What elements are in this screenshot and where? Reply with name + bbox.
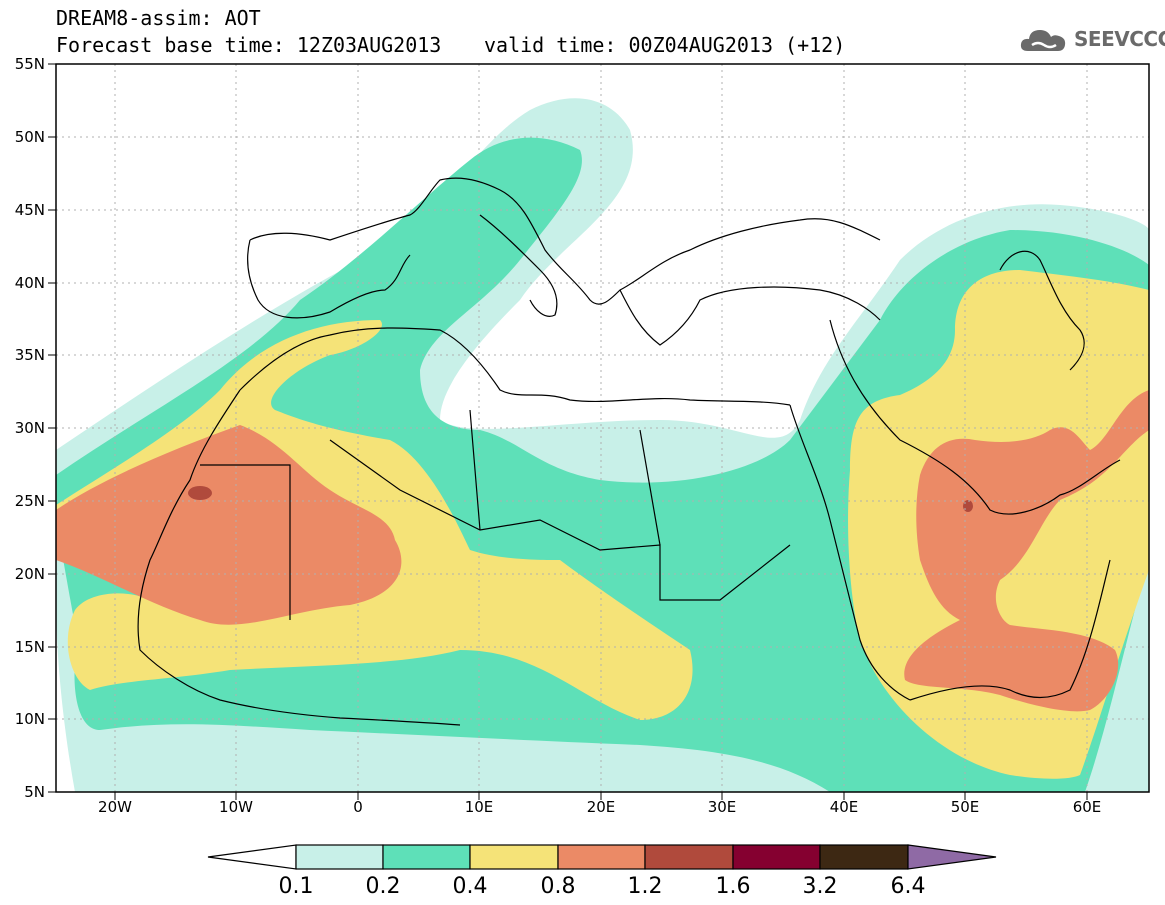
x-tick-label: 50E bbox=[951, 798, 980, 816]
colorbar-label: 0.8 bbox=[541, 874, 576, 899]
colorbar-swatch bbox=[557, 844, 646, 870]
colorbar-swatch bbox=[819, 844, 909, 870]
x-tick-label: 10E bbox=[465, 798, 494, 816]
y-tick-label: 50N bbox=[15, 128, 45, 146]
y-tick-label: 40N bbox=[15, 274, 45, 292]
x-tick-label: 20E bbox=[587, 798, 616, 816]
map-grid bbox=[56, 64, 1149, 792]
aot-spot-1.2-west bbox=[188, 486, 212, 500]
colorbar-swatch bbox=[469, 844, 559, 870]
colorbar-label: 1.2 bbox=[628, 874, 663, 899]
colorbar-label: 3.2 bbox=[803, 874, 838, 899]
aot-field bbox=[56, 98, 1149, 792]
base-time-label: Forecast base time: 12Z03AUG2013 bbox=[56, 33, 442, 57]
y-tick-label: 20N bbox=[15, 565, 45, 583]
y-tick-label: 15N bbox=[15, 638, 45, 656]
colorbar-over-arrow bbox=[907, 844, 997, 870]
y-tick-label: 5N bbox=[24, 783, 45, 801]
coastlines bbox=[137, 177, 1121, 726]
colorbar-label: 6.4 bbox=[891, 874, 926, 899]
x-tick-label: 60E bbox=[1073, 798, 1102, 816]
colorbar-swatch bbox=[644, 844, 734, 870]
valid-time-label: valid time: 00Z04AUG2013 (+12) bbox=[484, 33, 846, 57]
colorbar-label: 0.1 bbox=[279, 874, 314, 899]
y-tick-label: 55N bbox=[15, 55, 45, 73]
y-tick-label: 45N bbox=[15, 201, 45, 219]
x-tick-label: 20W bbox=[98, 798, 132, 816]
y-tick-label: 35N bbox=[15, 346, 45, 364]
x-tick-label: 10W bbox=[219, 798, 253, 816]
tick-marks bbox=[48, 63, 1088, 800]
x-tick-label: 0 bbox=[353, 798, 363, 816]
aot-spot-1.2-east bbox=[963, 500, 973, 512]
aot-band-0.8-west bbox=[56, 425, 402, 625]
colorbar-swatch bbox=[382, 844, 471, 870]
x-tick-label: 40E bbox=[830, 798, 859, 816]
map-title: DREAM8-assim: AOT bbox=[56, 6, 261, 30]
aot-band-0.8-east bbox=[904, 390, 1149, 712]
colorbar-label: 0.2 bbox=[366, 874, 401, 899]
y-tick-label: 30N bbox=[15, 419, 45, 437]
y-tick-label: 25N bbox=[15, 492, 45, 510]
seevccc-logo: SEEVCCC bbox=[1018, 24, 1165, 54]
logo-text: SEEVCCC bbox=[1074, 27, 1165, 51]
colorbar-swatch bbox=[295, 844, 384, 870]
colorbar-label: 0.4 bbox=[453, 874, 488, 899]
x-tick-label: 30E bbox=[708, 798, 737, 816]
colorbar bbox=[207, 844, 997, 870]
colorbar-swatch bbox=[732, 844, 821, 870]
y-tick-label: 10N bbox=[15, 710, 45, 728]
cloud-icon bbox=[1020, 30, 1066, 51]
colorbar-under-arrow bbox=[207, 844, 297, 870]
colorbar-label: 1.6 bbox=[716, 874, 751, 899]
